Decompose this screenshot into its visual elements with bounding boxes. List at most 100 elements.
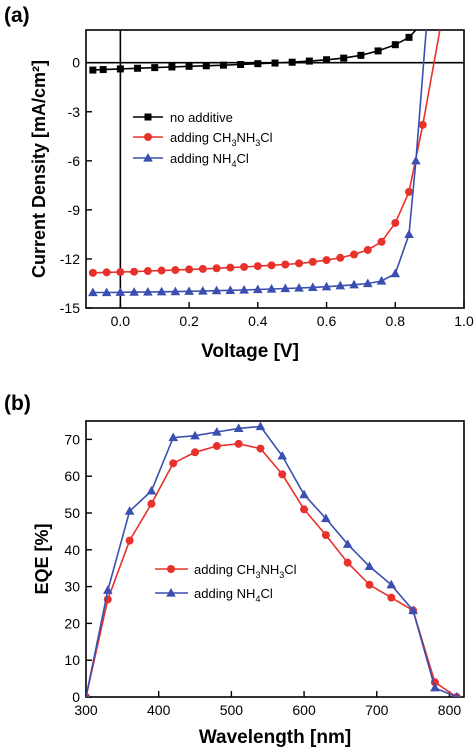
data-point [147,499,156,508]
data-point [405,33,413,41]
data-point [404,229,414,239]
data-point [321,281,332,291]
data-point [308,257,317,266]
data-point [340,54,348,62]
data-point [170,286,181,296]
legend-marker [144,133,152,141]
y-tick-label: 60 [64,468,80,484]
x-tick-label: 0.4 [248,313,268,329]
data-point [156,286,167,296]
data-point [134,64,142,72]
legend-label-part: Cl [236,151,248,166]
data-point [342,539,353,548]
data-point [386,579,397,589]
y-tick-label: 30 [64,579,80,595]
legend-label-part: adding NH [170,151,231,166]
data-point [202,62,210,70]
y-tick-label: 0 [72,689,80,705]
legend-b: adding CH3NH3Cl adding NH4Cl [155,562,297,604]
legend-label-part: no additive [170,110,233,125]
data-point [343,558,352,567]
legend-label: adding NH4Cl [194,586,273,604]
data-point [277,450,288,460]
data-point [115,287,126,296]
data-point [143,267,152,276]
x-tick-label: 0.2 [179,313,199,329]
data-point [184,286,194,295]
y-tick-label: 40 [64,542,80,558]
legend-label-part: adding CH [170,130,231,145]
data-point [256,444,265,453]
x-tick-label: 0.8 [386,313,406,329]
data-point [321,513,331,523]
data-point [239,285,249,294]
x-axis-label-b: Wavelength [nm] [199,727,351,748]
y-tick-label: 10 [64,652,80,668]
plot-frame-a [85,29,465,309]
data-point [363,245,372,254]
data-point [86,692,89,697]
data-point [288,58,296,66]
data-point [357,51,365,59]
data-point [377,237,386,246]
legend-label-subscript: 3 [231,138,236,148]
legend-label: adding NH4Cl [170,151,249,169]
x-axis-b: 300 400 500 600 700 800 [74,691,461,718]
x-tick-label: 300 [74,702,98,718]
y-tick-label: -3 [68,104,81,120]
data-point [212,427,222,436]
data-point [99,66,107,74]
x-tick-label: 400 [147,702,171,718]
y-tick-label: 20 [64,615,80,631]
data-point [387,593,396,602]
legend-label-part: NH [236,130,255,145]
data-point [430,682,440,692]
legend-marker [144,113,152,121]
legend-label-subscript: 3 [255,138,260,148]
data-point [240,262,249,271]
data-point [305,57,313,65]
data-point [211,285,222,295]
legend-label: adding CH3NH3Cl [194,562,297,580]
data-point [374,47,382,55]
x-axis-a: 0.0 0.2 0.4 0.6 0.8 1.0 [111,302,474,329]
data-point [280,283,291,293]
data-point [129,287,139,296]
y-tick-label: 0 [72,55,80,71]
data-point [362,278,373,288]
data-point [157,266,166,275]
data-point [168,432,179,442]
data-point [191,448,200,457]
x-tick-label: 500 [220,702,244,718]
legend-label-part: adding NH [194,586,255,601]
legend-label-part: adding CH [194,562,255,577]
data-point [408,605,418,615]
data-point [267,261,276,270]
legend-label: adding CH3NH3Cl [170,130,273,148]
x-tick-label: 0.0 [111,313,131,329]
data-point [143,286,153,296]
data-point [168,63,176,71]
data-point [125,536,134,545]
legend-label-part: NH [260,562,279,577]
x-tick-label: 0.6 [317,313,337,329]
legend-label-subscript: 3 [255,570,260,580]
data-point [185,265,194,274]
data-point [300,505,309,514]
y-axis-b: 0 10 20 30 40 50 60 70 [64,431,92,705]
data-point [349,279,359,289]
data-point [198,264,207,273]
data-point [364,561,375,570]
data-point [102,268,111,277]
data-point [237,61,245,69]
data-point [295,259,304,268]
data-point [169,459,178,468]
data-point [116,268,125,277]
data-point [226,263,235,272]
data-point [321,531,330,540]
legend-marker [166,588,176,597]
data-point [198,285,208,295]
data-point [253,284,263,294]
